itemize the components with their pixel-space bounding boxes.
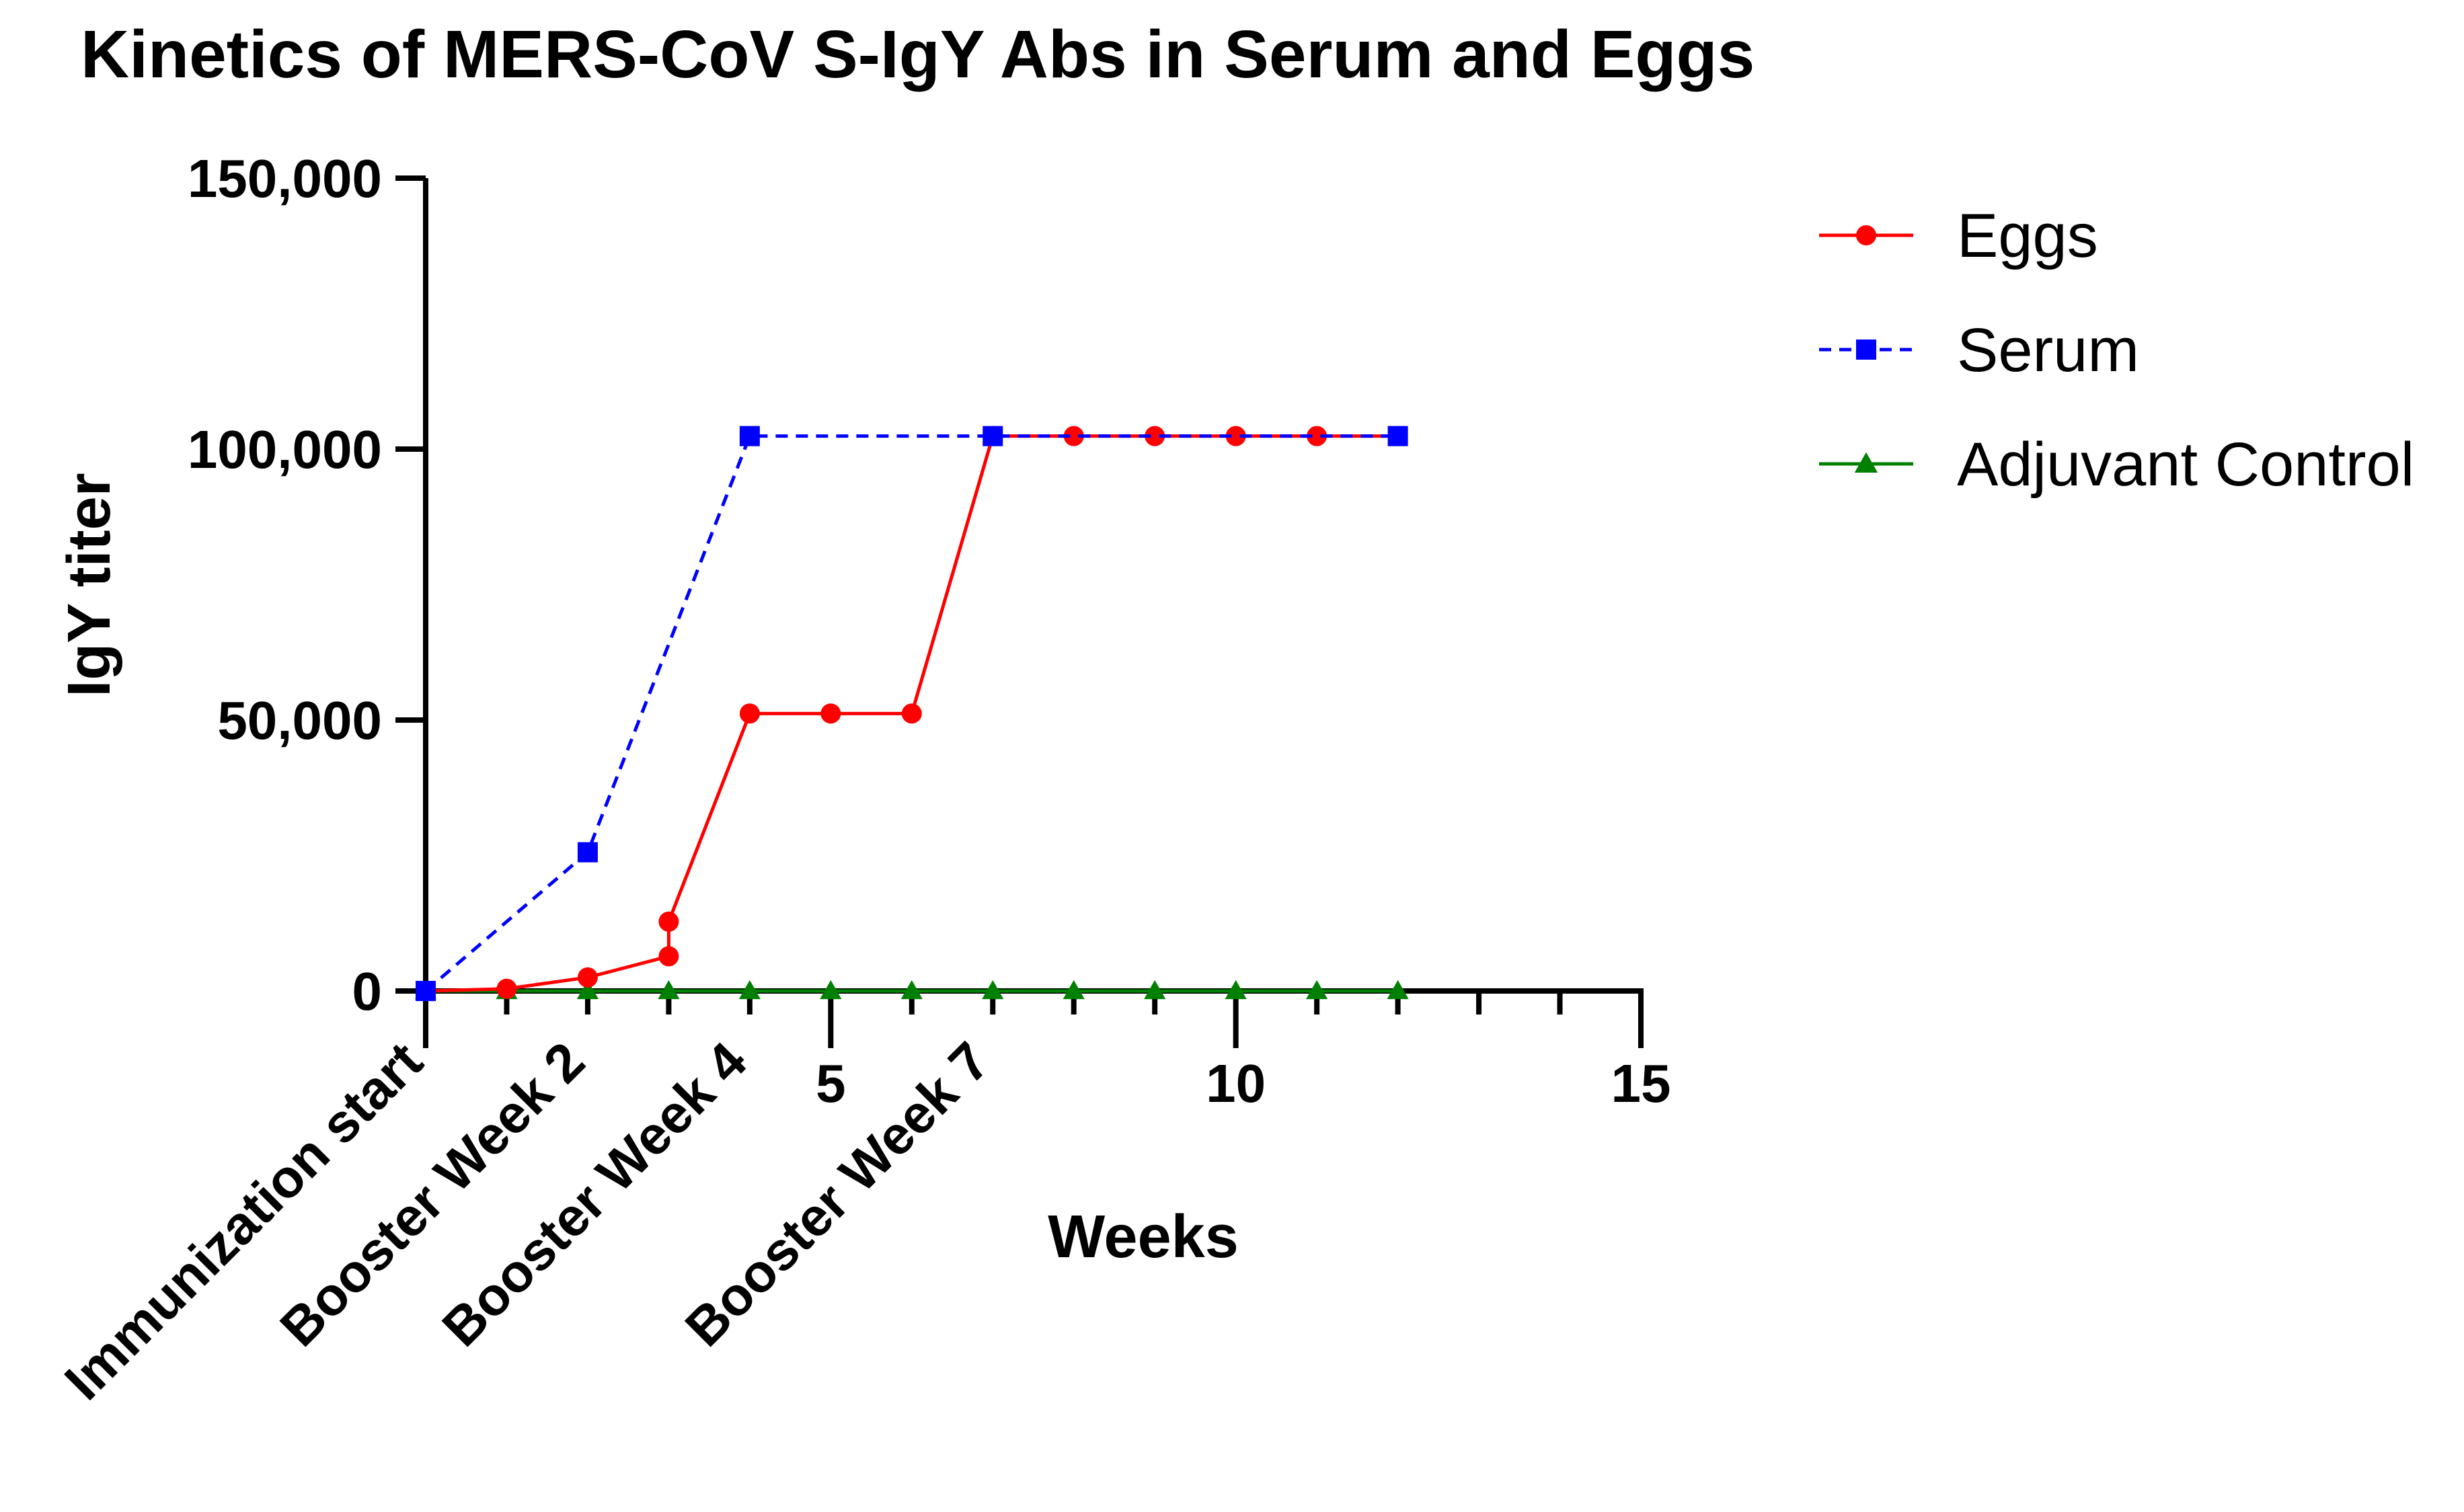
data-point-eggs [1145, 426, 1165, 446]
data-point-adjuvant-control [820, 980, 842, 1000]
x-tick-label: 10 [1206, 1053, 1266, 1113]
data-point-adjuvant-control [658, 980, 680, 1000]
legend-marker-adjuvant-control [1854, 452, 1878, 473]
series-line-serum [424, 434, 1398, 992]
data-point-adjuvant-control [982, 980, 1004, 1000]
legend-item-eggs: Eggs [1819, 202, 2098, 270]
data-point-eggs [577, 967, 598, 988]
series-serum [416, 426, 1408, 1001]
data-point-serum [1387, 426, 1408, 446]
legend-marker-serum [1856, 340, 1876, 360]
data-point-eggs [820, 703, 841, 724]
data-point-adjuvant-control [1144, 980, 1166, 1000]
y-axis-title: IgY titer [56, 473, 123, 697]
data-point-adjuvant-control [1387, 980, 1409, 1000]
data-point-serum [983, 426, 1003, 446]
legend-label-adjuvant-control: Adjuvant Control [1957, 430, 2414, 499]
data-point-eggs [901, 703, 922, 724]
data-point-eggs [1307, 426, 1327, 446]
data-point-adjuvant-control [1306, 980, 1328, 1000]
data-point-adjuvant-control [900, 980, 923, 1000]
data-point-eggs [658, 911, 679, 932]
legend-item-adjuvant-control: Adjuvant Control [1819, 430, 2414, 499]
data-point-eggs [1063, 426, 1084, 446]
y-tick-label: 50,000 [217, 690, 382, 750]
chart-title: Kinetics of MERS-CoV S-IgY Abs in Serum … [81, 17, 1755, 92]
data-point-adjuvant-control [1225, 980, 1247, 1000]
data-point-eggs [496, 978, 517, 999]
y-tick-label: 0 [352, 961, 383, 1021]
y-tick-label: 100,000 [188, 420, 382, 479]
x-tick-label: 5 [816, 1053, 846, 1113]
data-point-eggs [1225, 426, 1246, 446]
series-eggs [416, 426, 1408, 1001]
data-point-serum [416, 981, 436, 1001]
legend-marker-eggs [1856, 225, 1876, 245]
y-tick-label: 150,000 [188, 149, 382, 208]
data-point-adjuvant-control [1063, 980, 1085, 1000]
legend: Eggs Serum Adjuvant Control [1819, 202, 2414, 499]
ticks: 0 50,000 100,000 150,000 5 10 15 [188, 149, 1671, 1113]
axes [423, 178, 1644, 994]
series-layer [414, 426, 1409, 1001]
legend-label-eggs: Eggs [1957, 202, 2098, 270]
x-annotation-label: Booster Week 2 [269, 1031, 596, 1357]
data-point-serum [739, 426, 760, 446]
x-tick-label: 15 [1611, 1053, 1671, 1113]
series-adjuvant-control [414, 980, 1409, 1000]
data-point-adjuvant-control [738, 980, 761, 1000]
data-point-eggs [658, 946, 679, 967]
legend-item-serum: Serum [1819, 316, 2139, 385]
data-point-adjuvant-control [576, 980, 599, 1000]
x-axis-title: Weeks [1048, 1203, 1239, 1271]
data-point-serum [577, 842, 598, 863]
legend-label-serum: Serum [1957, 316, 2139, 385]
data-point-eggs [739, 703, 760, 724]
